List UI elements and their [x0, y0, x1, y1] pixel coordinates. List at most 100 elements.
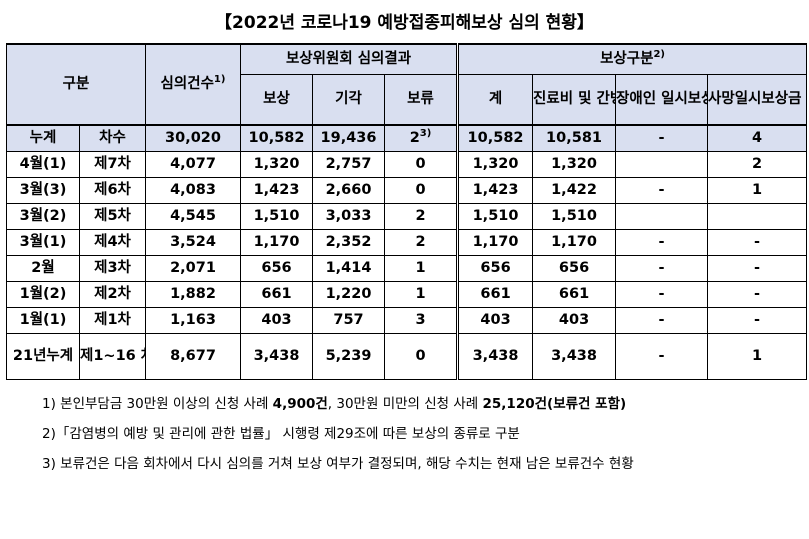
cell-medical: 656	[532, 254, 617, 282]
cell-compensation: 656	[240, 254, 313, 282]
compensation-review-table: 구분 심의건수1) 보상위원회 심의결과 보상구분2) 보상 기각 보류 계 진…	[6, 43, 808, 380]
total-round: 차수	[79, 124, 146, 152]
footnote-1-part-c: , 30만원 미만의 신청 사례	[327, 396, 483, 412]
cell-cases: 4,077	[145, 150, 241, 178]
header-total: 계	[456, 73, 534, 126]
cell-round: 제5차	[79, 202, 146, 230]
table-row-2021-cumulative: 21년누계 제1~16 차 8,677 3,438 5,239 0 3,438 …	[6, 332, 808, 380]
cell-month: 3월(3)	[6, 176, 80, 204]
cell-cases: 3,524	[145, 228, 241, 256]
total-pending: 23)	[383, 124, 459, 152]
cell-compensation: 1,510	[240, 202, 313, 230]
cell-disability	[615, 150, 709, 178]
total-total: 10,582	[456, 124, 534, 152]
cell-cases: 4,545	[145, 202, 241, 230]
cell-round: 제6차	[79, 176, 146, 204]
cell-disability: -	[615, 280, 709, 308]
cell-compensation: 1,170	[240, 228, 313, 256]
cell-compensation: 403	[240, 306, 313, 334]
cell-rejected: 2,757	[312, 150, 385, 178]
cell-total: 656	[456, 254, 534, 282]
cum21-medical: 3,438	[532, 332, 617, 380]
header-cases-footnote: 1)	[213, 74, 226, 86]
cell-cases: 1,163	[145, 306, 241, 334]
cum21-pending: 0	[383, 332, 459, 380]
cell-rejected: 1,414	[312, 254, 385, 282]
cum21-compensation: 3,438	[240, 332, 313, 380]
cum21-death: 1	[707, 332, 808, 380]
cell-death: -	[707, 306, 808, 334]
cell-disability: -	[615, 228, 709, 256]
cell-rejected: 757	[312, 306, 385, 334]
page-title: 【2022년 코로나19 예방접종피해보상 심의 현황】	[215, 13, 594, 33]
table-row: 3월(3) 제6차 4,083 1,423 2,660 0 1,423 1,422-1	[6, 176, 808, 204]
cell-medical: 403	[532, 306, 617, 334]
cell-total: 1,510	[456, 202, 534, 230]
header-death: 사망일시보상금 및 장제비	[707, 73, 808, 126]
cell-round: 제3차	[79, 254, 146, 282]
footnote-3: 3) 보류건은 다음 회차에서 다시 심의를 거쳐 보상 여부가 결정되며, 해…	[42, 456, 634, 472]
cell-rejected: 1,220	[312, 280, 385, 308]
cell-pending: 0	[383, 176, 459, 204]
cell-round: 제7차	[79, 150, 146, 178]
footnote-2: 2)「감염병의 예방 및 관리에 관한 법률」 시행령 제29조에 따른 보상의…	[42, 426, 520, 442]
cell-compensation: 661	[240, 280, 313, 308]
table-row: 2월 제3차 2,071 656 1,414 1 656 656- -	[6, 254, 808, 282]
header-gubun: 구분	[6, 43, 146, 126]
table-row: 3월(1) 제4차 3,524 1,170 2,352 2 1,170 1,170- -	[6, 228, 808, 256]
cell-disability: -	[615, 254, 709, 282]
cell-cases: 4,083	[145, 176, 241, 204]
cell-disability: -	[615, 176, 709, 204]
cell-rejected: 2,660	[312, 176, 385, 204]
cum21-rejected: 5,239	[312, 332, 385, 380]
cell-month: 1월(1)	[6, 306, 80, 334]
header-comp-type-footnote: 2)	[653, 48, 665, 60]
footnotes: 1) 본인부담금 30만원 이상의 신청 사례 4,900건, 30만원 미만의…	[42, 389, 804, 479]
header-medical: 진료비 및 간병비	[532, 73, 617, 126]
header-comp-type-label: 보상구분	[600, 50, 654, 67]
cell-month: 3월(1)	[6, 228, 80, 256]
total-death: 4	[707, 124, 808, 152]
cell-rejected: 3,033	[312, 202, 385, 230]
total-rejected: 19,436	[312, 124, 385, 152]
table-row: 3월(2) 제5차 4,545 1,510 3,033 2 1,510 1,510	[6, 202, 808, 230]
cum21-total: 3,438	[456, 332, 534, 380]
cell-round: 제4차	[79, 228, 146, 256]
cell-disability	[615, 202, 709, 230]
total-cases: 30,020	[145, 124, 241, 152]
total-compensation: 10,582	[240, 124, 313, 152]
cell-pending: 0	[383, 150, 459, 178]
cell-medical: 1,510	[532, 202, 617, 230]
cell-total: 661	[456, 280, 534, 308]
cell-month: 3월(2)	[6, 202, 80, 230]
cell-rejected: 2,352	[312, 228, 385, 256]
total-label: 누계	[6, 124, 80, 152]
cell-medical: 1,422	[532, 176, 617, 204]
cell-total: 403	[456, 306, 534, 334]
footnote-1-part-b: 4,900건	[272, 396, 328, 412]
footnote-1: 1) 본인부담금 30만원 이상의 신청 사례 4,900건, 30만원 미만의…	[42, 389, 804, 419]
table-row: 4월(1) 제7차 4,077 1,320 2,757 0 1,320 1,320 2	[6, 150, 808, 178]
cell-pending: 1	[383, 254, 459, 282]
header-compensation: 보상	[240, 73, 313, 126]
header-cases: 심의건수1)	[145, 43, 241, 126]
cell-death	[707, 202, 808, 230]
header-committee: 보상위원회 심의결과	[239, 43, 459, 75]
cell-death: -	[707, 228, 808, 256]
cum21-disability: -	[615, 332, 709, 380]
header-pending: 보류	[383, 73, 459, 126]
cell-death: 2	[707, 150, 808, 178]
footnote-1-part-d: 25,120건(보류건 포함)	[482, 396, 627, 412]
cum21-label: 21년누계	[6, 332, 80, 380]
cell-total: 1,423	[456, 176, 534, 204]
cell-total: 1,320	[456, 150, 534, 178]
cell-compensation: 1,320	[240, 150, 313, 178]
header-cases-label: 심의건수	[160, 76, 214, 92]
cell-death: 1	[707, 176, 808, 204]
cell-pending: 1	[383, 280, 459, 308]
cell-cases: 2,071	[145, 254, 241, 282]
total-pending-footnote: 3)	[419, 127, 432, 139]
table-row: 1월(1) 제1차 1,163 403 757 3 403 403- -	[6, 306, 808, 334]
cell-round: 제1차	[79, 306, 146, 334]
cell-pending: 3	[383, 306, 459, 334]
